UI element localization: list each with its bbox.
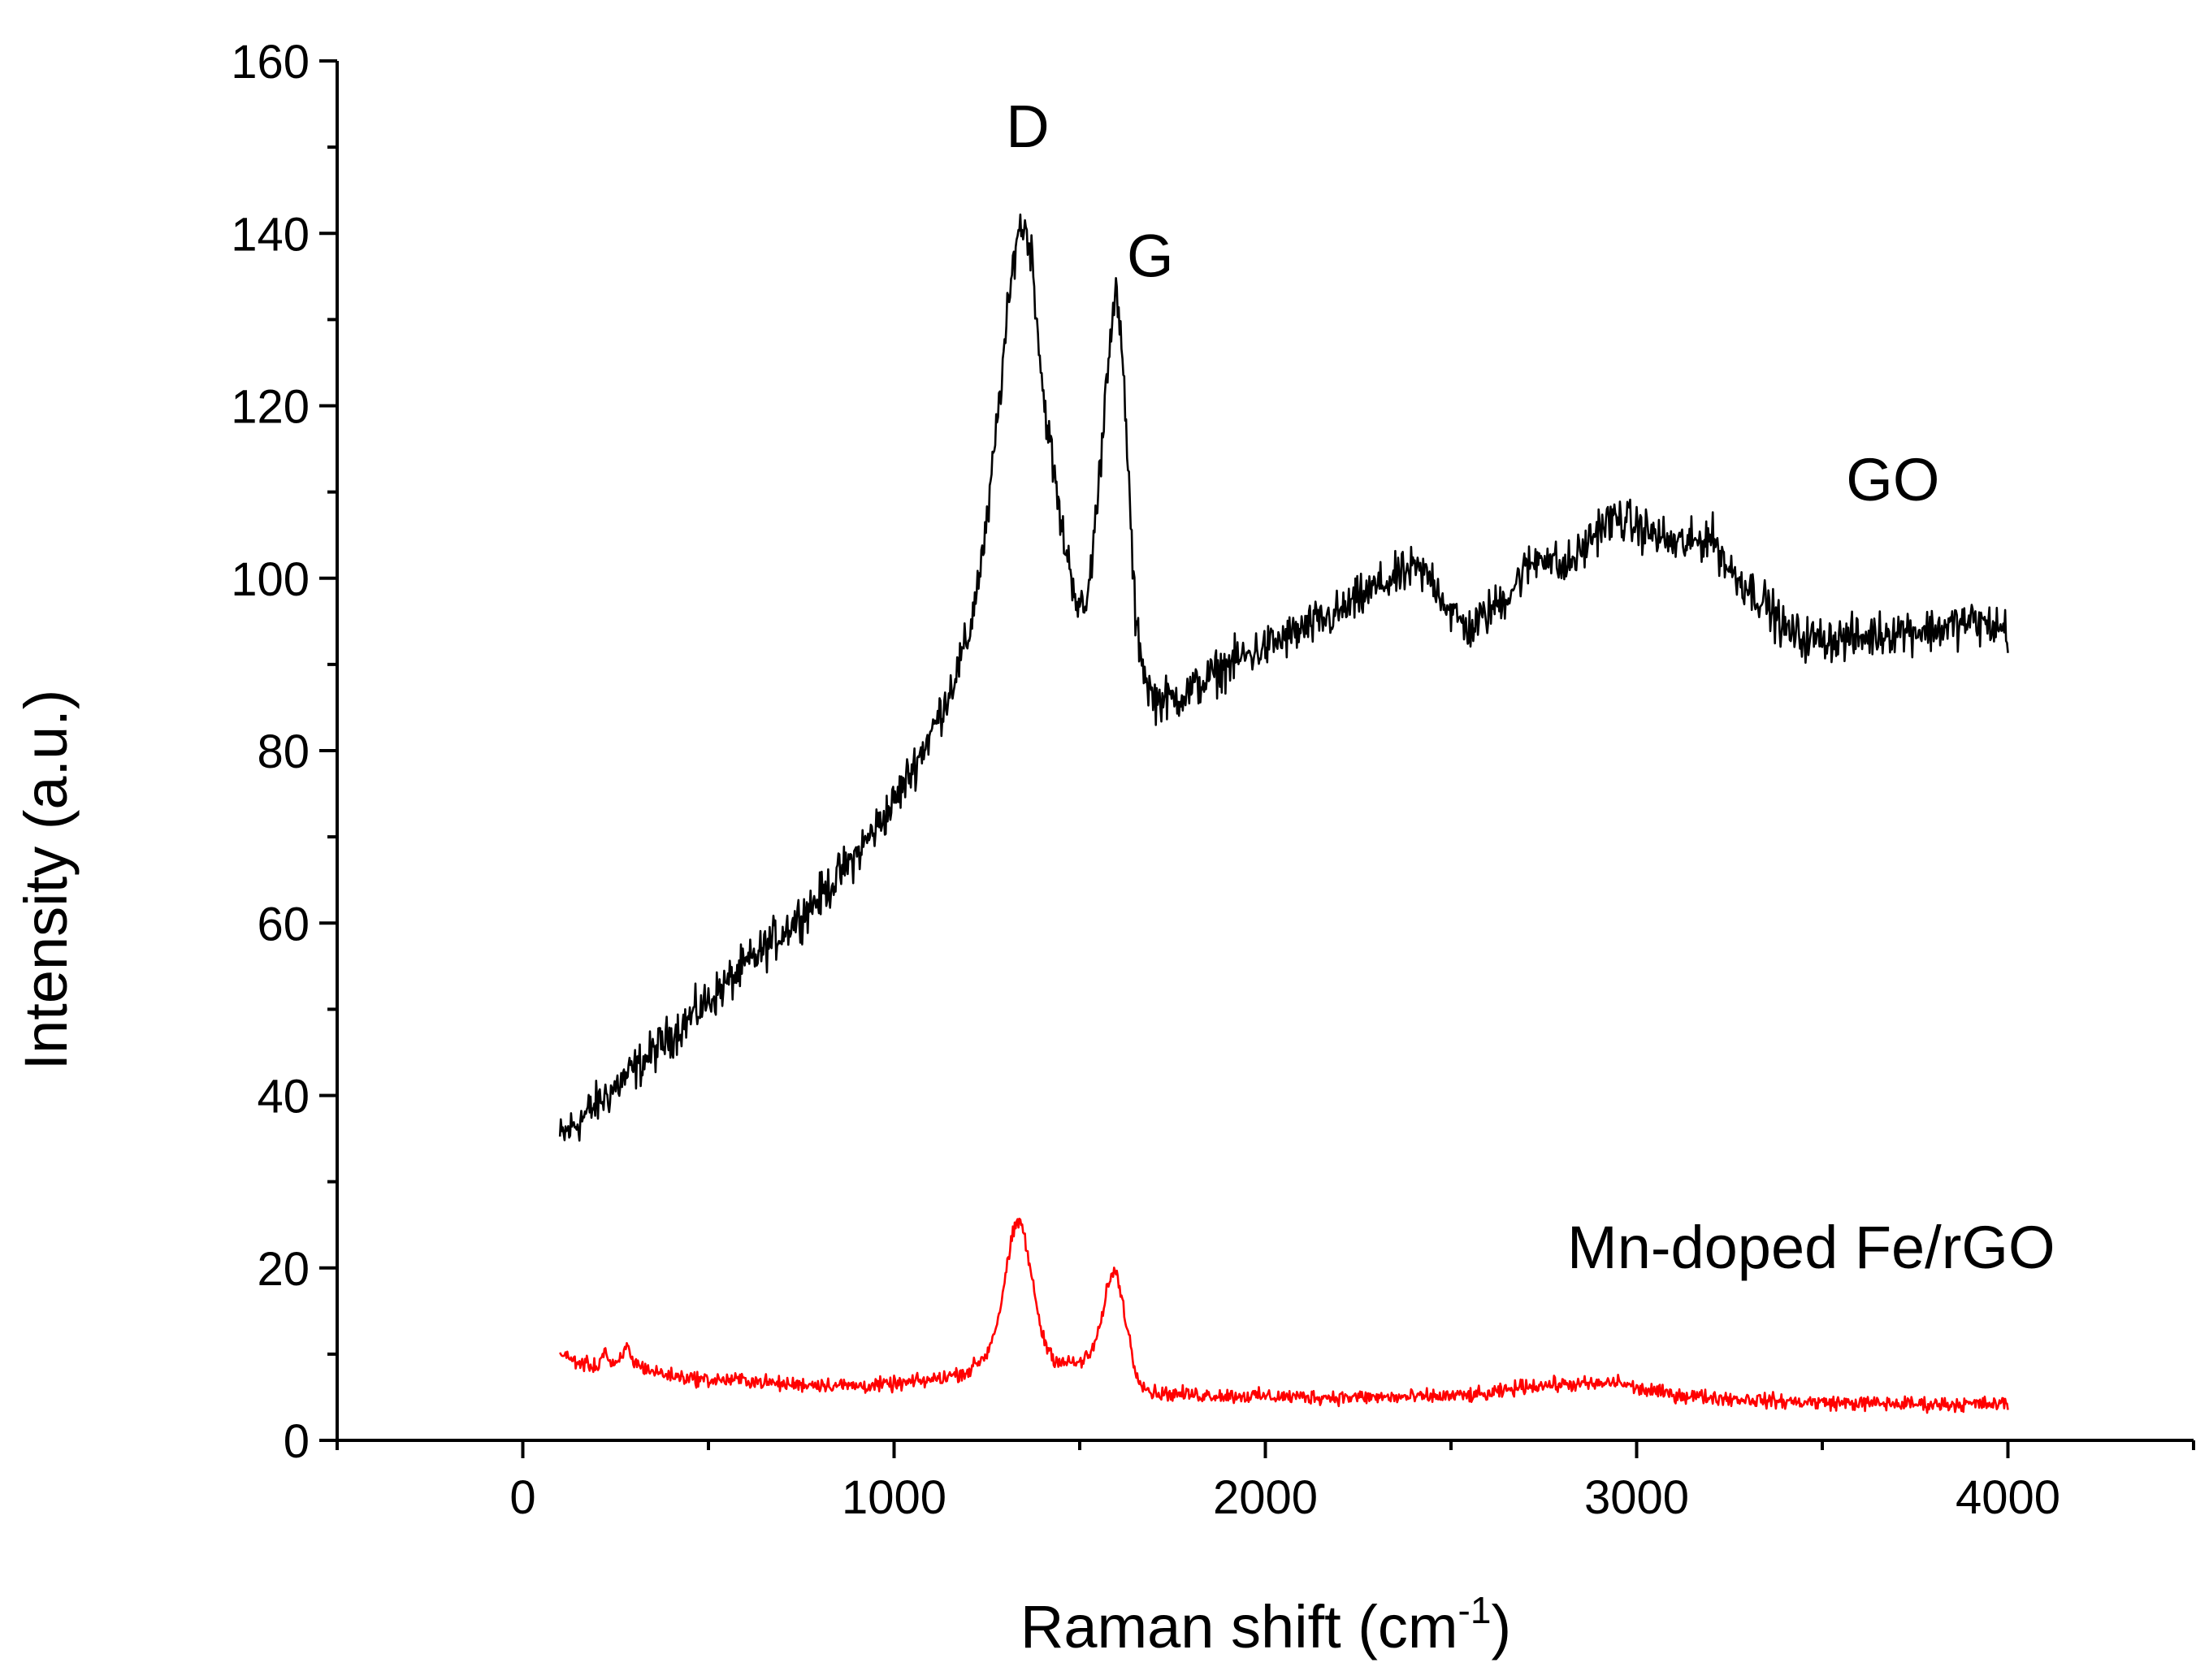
- y-tick-label: 40: [257, 1071, 310, 1124]
- y-tick-label: 60: [257, 898, 310, 950]
- x-tick-label: 4000: [1956, 1471, 2060, 1524]
- y-tick-label: 160: [231, 36, 310, 89]
- x-axis-title-suffix: ): [1491, 1593, 1511, 1661]
- annotation-mn-doped-fe-rgo: Mn-doped Fe/rGO: [1567, 1214, 2055, 1281]
- annotations: D G GO Mn-doped Fe/rGO: [1006, 93, 2055, 1281]
- series-line-mn-doped-fe-rgo: [559, 1217, 2009, 1414]
- x-tick-label: 0: [509, 1471, 535, 1524]
- series-group: [558, 213, 2009, 1414]
- y-axis-title: Intensity (a.u.): [12, 690, 80, 1071]
- x-axis-title-superscript: -1: [1458, 1589, 1492, 1631]
- x-tick-label: 2000: [1213, 1471, 1318, 1524]
- y-tick-label: 140: [231, 208, 310, 261]
- annotation-g: G: [1127, 222, 1174, 289]
- y-tick-label: 100: [231, 553, 310, 606]
- series-line-go: [558, 213, 2009, 1142]
- x-tick-label: 1000: [842, 1471, 946, 1524]
- y-tick-label: 80: [257, 725, 310, 778]
- annotation-d: D: [1006, 93, 1049, 160]
- x-axis-title-main: Raman shift (cm: [1020, 1593, 1458, 1661]
- y-tick-label: 0: [284, 1415, 310, 1468]
- axes: 0 20 40 60 80 100 120 140 160 0 1000 2000 3000 4000: [231, 36, 2195, 1524]
- x-tick-label: 3000: [1584, 1471, 1689, 1524]
- annotation-go: GO: [1846, 446, 1939, 513]
- y-tick-label: 20: [257, 1243, 310, 1296]
- y-tick-label: 120: [231, 381, 310, 434]
- x-axis-title: Raman shift (cm-1): [1020, 1589, 1511, 1661]
